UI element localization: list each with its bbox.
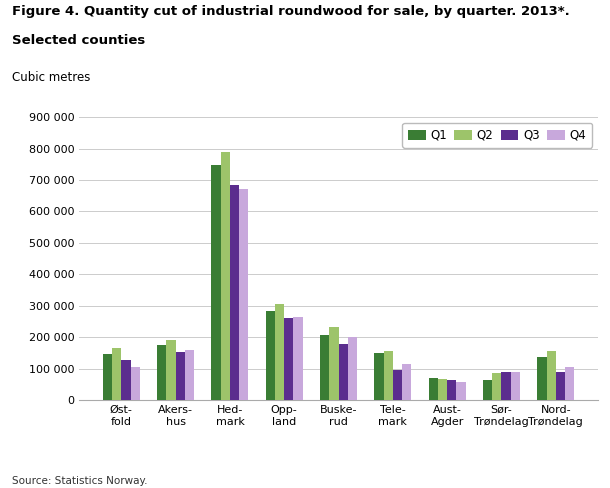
Bar (537, 357, 547, 400)
Text: Selected counties: Selected counties (12, 34, 145, 47)
Bar (176, 352, 185, 400)
Bar (121, 360, 131, 400)
Bar (230, 185, 239, 400)
Bar (438, 379, 447, 400)
Bar (565, 367, 574, 400)
Text: Cubic metres: Cubic metres (12, 71, 90, 84)
Bar (275, 304, 284, 400)
Bar (375, 353, 384, 400)
Bar (483, 380, 492, 400)
Bar (511, 372, 520, 400)
Bar (492, 373, 501, 400)
Text: Source: Statistics Norway.: Source: Statistics Norway. (12, 476, 148, 486)
Bar (429, 378, 438, 400)
Bar (501, 372, 511, 400)
Bar (212, 165, 221, 400)
Bar (112, 348, 121, 400)
Bar (339, 344, 348, 400)
Bar (293, 318, 303, 400)
Bar (266, 311, 275, 400)
Bar (221, 152, 230, 400)
Bar (329, 327, 339, 400)
Bar (402, 364, 411, 400)
Bar (157, 345, 167, 400)
Text: Figure 4. Quantity cut of industrial roundwood for sale, by quarter. 2013*.: Figure 4. Quantity cut of industrial rou… (12, 5, 570, 18)
Bar (384, 351, 393, 400)
Bar (320, 335, 329, 400)
Bar (456, 382, 465, 400)
Bar (103, 354, 112, 400)
Bar (393, 369, 402, 400)
Bar (447, 380, 456, 400)
Bar (167, 340, 176, 400)
Legend: Q1, Q2, Q3, Q4: Q1, Q2, Q3, Q4 (402, 123, 592, 148)
Bar (348, 337, 357, 400)
Bar (556, 372, 565, 400)
Bar (284, 318, 293, 400)
Bar (239, 188, 248, 400)
Bar (185, 350, 194, 400)
Bar (547, 351, 556, 400)
Bar (131, 367, 140, 400)
